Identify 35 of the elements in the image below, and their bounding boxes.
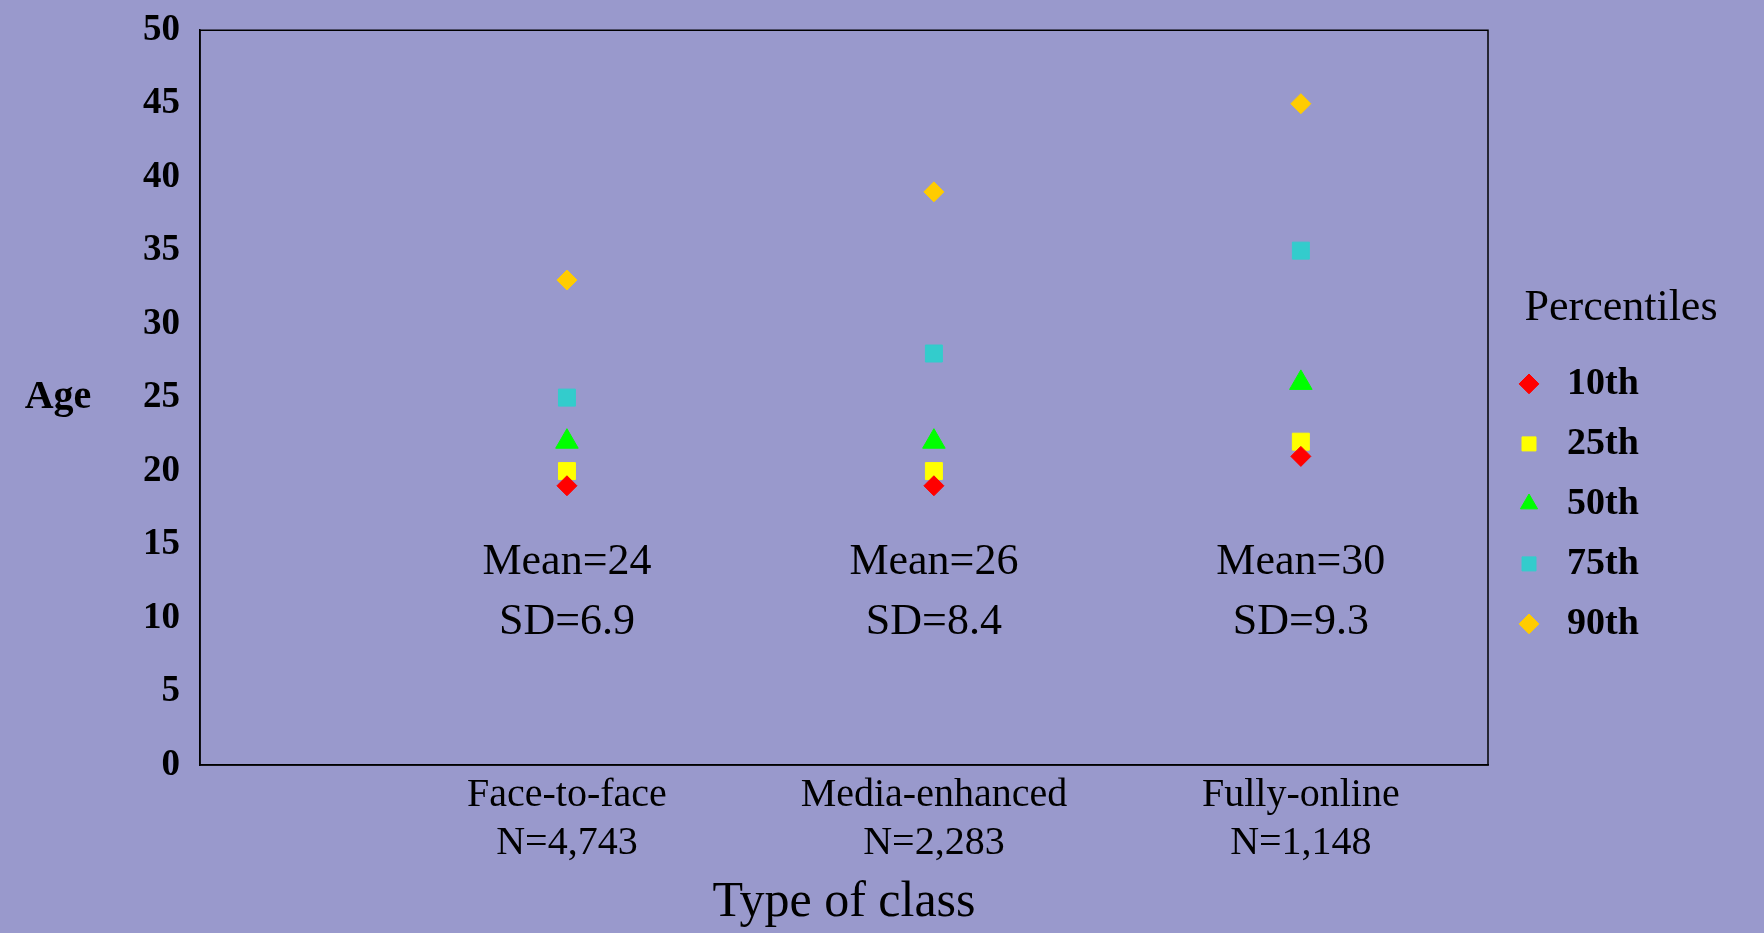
point bbox=[1290, 445, 1312, 467]
y-tick-label: 50 bbox=[143, 6, 180, 48]
annotation: Mean=24 SD=6.9 bbox=[482, 534, 652, 644]
x-tick-label: Media-enhanced N=2,283 bbox=[800, 769, 1068, 863]
y-tick-label: 45 bbox=[143, 80, 180, 122]
point bbox=[1291, 432, 1310, 451]
point bbox=[1290, 93, 1312, 115]
point bbox=[1291, 241, 1310, 260]
x-tick-label: Face-to-face N=4,743 bbox=[467, 769, 667, 863]
y-tick-label: 5 bbox=[161, 668, 180, 710]
legend-label: 10th bbox=[1567, 359, 1639, 402]
legend-label: 50th bbox=[1567, 479, 1639, 522]
annotation: Mean=30 SD=9.3 bbox=[1216, 534, 1386, 644]
x-axis-title: Type of class bbox=[712, 871, 976, 928]
point bbox=[924, 344, 943, 363]
point bbox=[923, 475, 945, 497]
legend-title: Percentiles bbox=[1524, 280, 1718, 330]
y-tick-label: 35 bbox=[143, 227, 180, 269]
y-tick-label: 0 bbox=[161, 741, 180, 783]
y-tick-label: 15 bbox=[143, 521, 180, 563]
legend-label: 90th bbox=[1567, 599, 1639, 642]
y-tick-label: 10 bbox=[143, 594, 180, 636]
y-axis-title: Age bbox=[24, 371, 92, 417]
point bbox=[923, 181, 945, 203]
point bbox=[557, 388, 576, 407]
x-tick-label: Fully-online N=1,148 bbox=[1201, 769, 1400, 863]
y-tick-label: 40 bbox=[143, 153, 180, 195]
annotation: Mean=26 SD=8.4 bbox=[849, 534, 1019, 644]
legend-label: 25th bbox=[1567, 419, 1639, 462]
point bbox=[556, 475, 578, 497]
y-tick-label: 25 bbox=[143, 374, 180, 416]
point bbox=[556, 269, 578, 291]
legend-label: 75th bbox=[1567, 539, 1639, 582]
y-tick-label: 30 bbox=[143, 300, 180, 342]
y-tick-label: 20 bbox=[143, 447, 180, 489]
